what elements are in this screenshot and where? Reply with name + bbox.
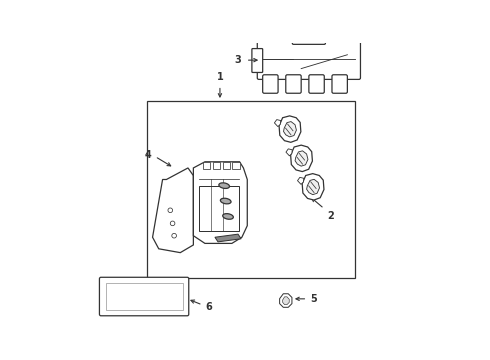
Circle shape xyxy=(171,221,175,226)
FancyBboxPatch shape xyxy=(309,75,324,93)
Text: 6: 6 xyxy=(206,302,213,311)
Polygon shape xyxy=(279,116,301,142)
Text: 5: 5 xyxy=(311,294,317,304)
Polygon shape xyxy=(291,145,313,172)
FancyBboxPatch shape xyxy=(252,49,263,72)
Polygon shape xyxy=(286,149,292,156)
Bar xyxy=(222,162,230,170)
FancyBboxPatch shape xyxy=(286,75,301,93)
Polygon shape xyxy=(297,177,304,184)
Polygon shape xyxy=(280,294,292,307)
FancyBboxPatch shape xyxy=(293,28,325,44)
Ellipse shape xyxy=(220,198,231,204)
Text: 2: 2 xyxy=(327,211,334,221)
FancyBboxPatch shape xyxy=(257,42,361,80)
FancyBboxPatch shape xyxy=(263,75,278,93)
Polygon shape xyxy=(302,174,324,200)
Text: 3: 3 xyxy=(234,55,241,65)
Polygon shape xyxy=(215,234,241,242)
Ellipse shape xyxy=(219,183,229,189)
Bar xyxy=(199,186,239,231)
Bar xyxy=(203,162,210,170)
Polygon shape xyxy=(295,151,308,166)
Polygon shape xyxy=(307,179,319,195)
Bar xyxy=(106,283,183,310)
FancyBboxPatch shape xyxy=(332,75,347,93)
Polygon shape xyxy=(152,168,194,253)
Polygon shape xyxy=(283,297,289,305)
Text: 1: 1 xyxy=(217,72,223,82)
Polygon shape xyxy=(274,120,281,127)
Bar xyxy=(213,162,220,170)
Ellipse shape xyxy=(222,213,233,219)
Bar xyxy=(232,162,240,170)
Polygon shape xyxy=(284,122,296,137)
Circle shape xyxy=(172,233,176,238)
Bar xyxy=(147,101,355,278)
FancyBboxPatch shape xyxy=(99,277,189,316)
Circle shape xyxy=(168,208,172,213)
Text: 4: 4 xyxy=(145,150,152,160)
Polygon shape xyxy=(194,162,247,243)
